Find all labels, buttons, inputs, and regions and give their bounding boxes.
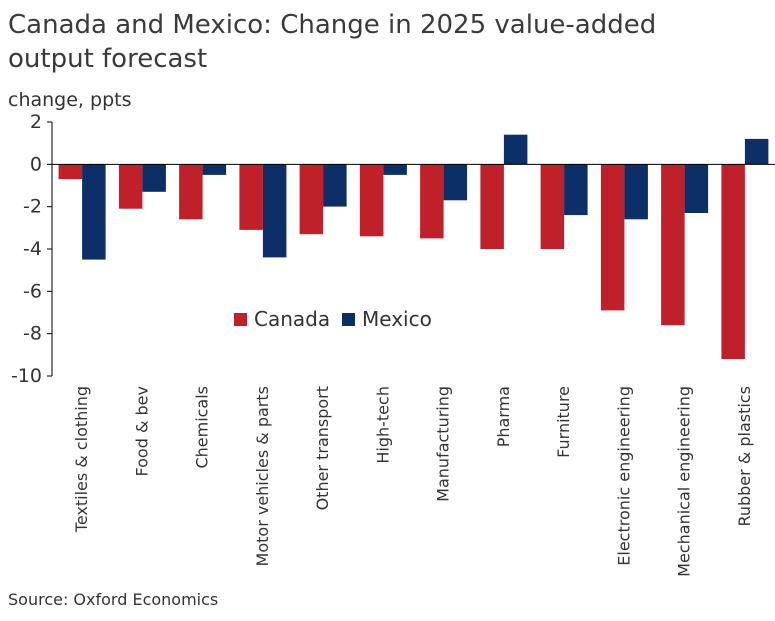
source-note: Source: Oxford Economics: [8, 590, 219, 609]
bar-mexico-3: [262, 164, 287, 258]
bar-canada-7: [480, 164, 504, 249]
x-tick-label: High-tech: [373, 386, 392, 464]
bars-group: [58, 134, 769, 359]
x-tick-label: Other transport: [313, 386, 332, 510]
x-tick-label: Pharma: [494, 386, 513, 447]
x-tick-label: Rubber & plastics: [735, 386, 754, 527]
x-tick-label: Motor vehicles & parts: [253, 386, 272, 566]
legend-label-canada: Canada: [254, 307, 330, 331]
legend-swatch-canada: [234, 313, 247, 326]
x-tick-label: Food & bev: [132, 386, 151, 476]
y-tick-label: 0: [30, 153, 42, 175]
chart-title: Canada and Mexico: Change in 2025 value-…: [8, 10, 657, 74]
bar-canada-4: [299, 164, 324, 235]
bar-canada-3: [239, 164, 263, 230]
bar-canada-2: [179, 164, 203, 220]
bar-mexico-0: [82, 164, 106, 260]
axes-group: 2 0 -2 -4 -6 -8 -10 Textiles & clothing Food & b…: [11, 111, 775, 577]
bar-canada-0: [58, 164, 83, 180]
x-tick-label: Furniture: [554, 386, 573, 458]
y-tick-label: -6: [23, 280, 42, 302]
legend-label-mexico: Mexico: [362, 307, 432, 331]
y-tick-label: -2: [23, 196, 42, 218]
y-tick-label: -4: [23, 238, 42, 260]
legend: Canada Mexico: [234, 307, 432, 331]
y-tick-label: 2: [30, 111, 42, 133]
bar-mexico-1: [142, 164, 166, 192]
bar-canada-10: [661, 164, 685, 326]
bar-canada-11: [721, 164, 745, 359]
bar-mexico-11: [744, 138, 769, 165]
x-tick-label: Electronic engineering: [614, 386, 633, 566]
bar-mexico-6: [443, 164, 468, 201]
bar-mexico-4: [323, 164, 347, 207]
bar-mexico-2: [202, 164, 227, 175]
bar-canada-8: [540, 164, 565, 249]
y-axis-label: change, ppts: [8, 89, 132, 111]
x-tick-label: Chemicals: [193, 386, 212, 469]
bar-canada-9: [600, 164, 625, 311]
x-tick-label: Mechanical engineering: [675, 386, 694, 577]
bar-canada-1: [118, 164, 143, 209]
bar-mexico-10: [684, 164, 709, 213]
bar-mexico-9: [624, 164, 648, 220]
bar-mexico-5: [383, 164, 407, 175]
y-tick-label: -8: [23, 323, 42, 345]
y-tick-label: -10: [11, 365, 42, 387]
x-tick-label: Textiles & clothing: [72, 386, 91, 533]
bar-mexico-7: [503, 134, 528, 165]
legend-swatch-mexico: [342, 313, 355, 326]
bar-mexico-8: [564, 164, 588, 216]
x-tick-label: Manufacturing: [434, 386, 453, 502]
bar-canada-6: [420, 164, 444, 239]
bar-canada-5: [359, 164, 384, 237]
